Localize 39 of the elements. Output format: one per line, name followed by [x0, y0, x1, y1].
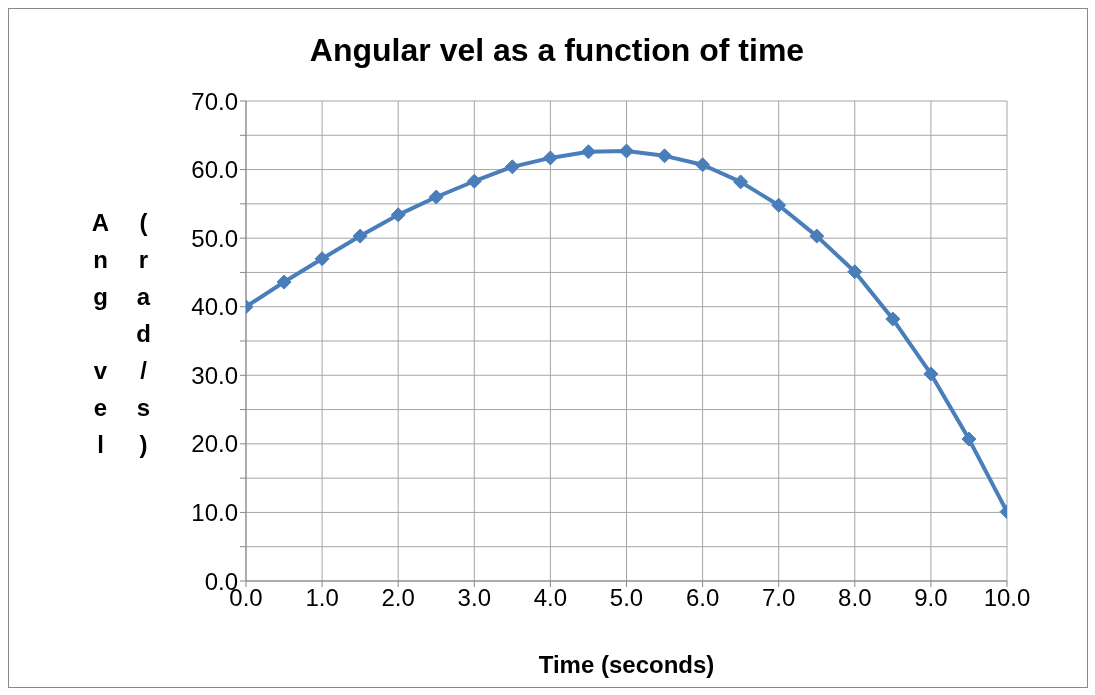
- x-axis-title: Time (seconds): [538, 651, 715, 678]
- point: [695, 157, 711, 173]
- y-tick-label: 50.0: [191, 224, 238, 252]
- x-tick-label: 8.0: [838, 584, 872, 612]
- point: [809, 228, 825, 244]
- point: [466, 173, 482, 189]
- x-tick-label: 10.0: [983, 584, 1031, 612]
- point: [923, 366, 939, 382]
- point: [314, 251, 330, 267]
- point: [352, 228, 368, 244]
- point: [390, 207, 406, 223]
- y-axis-title: Ang vel (rad/s): [86, 209, 158, 470]
- point: [504, 159, 520, 175]
- point: [733, 174, 749, 190]
- x-tick-label: 3.0: [457, 584, 491, 612]
- y-tick-label: 60.0: [191, 156, 238, 184]
- x-tick-label: 6.0: [685, 584, 720, 612]
- point: [961, 431, 977, 447]
- point: [619, 143, 634, 159]
- x-tick-label: 4.0: [533, 584, 568, 612]
- x-tick-label: 9.0: [914, 584, 948, 612]
- point: [771, 197, 787, 213]
- point: [276, 274, 292, 290]
- x-tick-label: 2.0: [381, 584, 415, 612]
- y-tick-label: 10.0: [191, 498, 238, 526]
- point: [657, 148, 673, 164]
- point: [847, 264, 863, 280]
- point: [428, 189, 444, 205]
- x-tick-label: 1.0: [305, 584, 339, 612]
- point: [542, 150, 558, 166]
- y-tick-label: 40.0: [191, 293, 238, 321]
- y-tick-label: 70.0: [191, 87, 238, 115]
- x-tick-label: 5.0: [609, 584, 644, 612]
- point: [885, 311, 901, 327]
- x-tick-label: 7.0: [762, 584, 796, 612]
- point: [580, 144, 596, 160]
- y-tick-label: 30.0: [191, 361, 238, 389]
- chart-title: Angular vel as a function of time: [309, 32, 805, 68]
- y-tick-label: 20.0: [191, 430, 238, 458]
